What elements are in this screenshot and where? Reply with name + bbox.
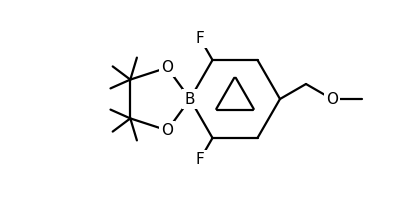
Text: O: O [161,60,173,75]
Text: O: O [326,92,338,106]
Text: B: B [185,92,195,106]
Text: O: O [161,123,173,138]
Text: F: F [196,31,204,46]
Text: F: F [196,152,204,167]
